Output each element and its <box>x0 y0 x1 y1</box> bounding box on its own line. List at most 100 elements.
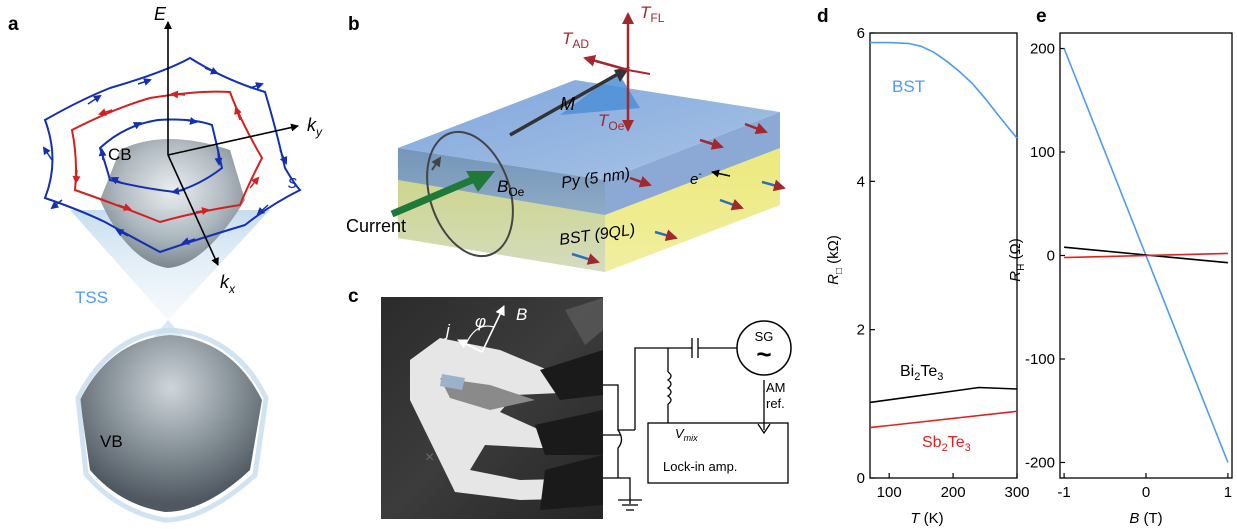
current-label: Current <box>346 216 406 236</box>
torque-ad-back <box>627 69 651 75</box>
magnetization-arrow <box>509 68 626 137</box>
tss-label: TSS <box>75 288 108 307</box>
j-label: j <box>444 321 451 340</box>
chart-d-line-sb2te3 <box>869 410 1018 429</box>
py-front <box>398 148 605 215</box>
tss-inner-contour <box>98 118 224 194</box>
current-direction-arrow <box>457 339 483 353</box>
axis-kx-arrow <box>167 154 219 266</box>
chart-d-ytick-label: 4 <box>857 173 865 190</box>
axis-e-label: E <box>154 4 167 24</box>
chart-e-ytick-label: -100 <box>1025 351 1055 368</box>
electron-label: e- <box>690 169 702 188</box>
angle-arc <box>465 325 495 345</box>
phi-label: φ <box>475 312 486 331</box>
device-sample-strip <box>440 374 465 390</box>
micrograph-flake <box>565 298 603 345</box>
chart-e-xtick-label: -1 <box>1057 484 1070 501</box>
signal-generator <box>736 320 792 376</box>
chart-d-ytick-label: 6 <box>857 25 865 42</box>
chart-d-xtick-label: 100 <box>877 484 902 501</box>
chart-e-xtick-label: 1 <box>1224 484 1232 501</box>
panel-d-letter: d <box>817 6 829 27</box>
device-channel <box>440 378 535 410</box>
vb-band <box>80 335 262 512</box>
chart-d-line-bst <box>870 41 1018 139</box>
chart-e-ylabel: RH (Ω) <box>1007 238 1027 281</box>
field-direction-arrow <box>481 305 505 353</box>
chart-d-ylabel: R□ (kΩ) <box>825 235 845 285</box>
probe-3 <box>540 455 603 510</box>
vmix-label: Vmix <box>675 426 698 443</box>
current-head <box>466 171 495 192</box>
py-side <box>605 112 780 215</box>
spin-label: s <box>288 172 297 192</box>
device-front-shade <box>398 148 605 272</box>
chart-d-xtick-label: 300 <box>1004 484 1029 501</box>
panel-c: c × j φ B <box>348 286 792 519</box>
chart-d-xtick-label: 200 <box>941 484 966 501</box>
micrograph-cross: × <box>425 449 434 466</box>
axis-kx-label: kx <box>220 272 236 296</box>
chart-d-ytick-label: 0 <box>857 470 865 487</box>
chart-d-series <box>869 41 1018 429</box>
axis-ky-label: ky <box>307 115 323 139</box>
sg-label: SG <box>755 329 774 344</box>
panel-e: e -1 0 1 -200 -100 0 100 200 B (T) RH (Ω) <box>1007 6 1233 527</box>
am-label: AM <box>766 380 786 395</box>
boe-loop-arrow <box>431 156 442 171</box>
vb-shell <box>75 327 269 523</box>
probe-2 <box>535 410 603 455</box>
toe-label: TOe <box>598 111 625 133</box>
sg-symbol: ~ <box>756 339 771 369</box>
chart-e-axes: -1 0 1 -200 -100 0 100 200 <box>1025 41 1232 501</box>
precession-cone <box>560 72 640 115</box>
axis-ky-arrow <box>167 123 299 156</box>
chart-d-axes: 100 200 300 0 2 4 6 <box>857 25 1030 501</box>
m-label: M <box>560 94 575 114</box>
magnetization-head <box>614 67 630 82</box>
torque-ad-arrow <box>583 54 629 72</box>
lockin-label: Lock-in amp. <box>663 459 737 474</box>
bst-side <box>605 148 780 272</box>
chart-d-label-bi2te3: Bi2Te3 <box>900 363 943 383</box>
vb-label: VB <box>100 432 123 451</box>
chart-d-ytick-label: 2 <box>857 322 865 339</box>
tss-outer-contour <box>43 56 302 254</box>
panel-e-letter: e <box>1036 6 1047 27</box>
boe-loop <box>426 130 514 258</box>
chart-d-label-bst: BST <box>892 77 925 96</box>
cb-label: CB <box>108 145 132 164</box>
chart-e-series <box>1063 48 1229 463</box>
panel-a: a <box>8 4 323 523</box>
panel-b-letter: b <box>348 14 360 35</box>
chart-e-line-sb2te3 <box>1064 252 1228 259</box>
chart-e-ytick-label: 100 <box>1030 144 1055 161</box>
chart-d-xlabel: T (K) <box>910 510 943 527</box>
chart-d-frame <box>869 32 1018 479</box>
surface-spins <box>571 122 786 265</box>
spin-arrows <box>42 67 288 245</box>
chart-e-ytick-label: 200 <box>1030 41 1055 58</box>
panel-a-letter: a <box>8 14 19 35</box>
panel-b: b <box>346 3 786 272</box>
boe-label: BOe <box>497 177 525 199</box>
tss-middle-contour <box>70 90 264 224</box>
b-label: B <box>516 305 527 324</box>
probe-1 <box>540 350 603 400</box>
chart-e-ytick-label: 0 <box>1047 248 1055 265</box>
chart-e-xlabel: B (T) <box>1129 510 1162 527</box>
chart-e-ytick-label: -200 <box>1025 454 1055 471</box>
current-shaft <box>390 176 474 218</box>
ref-label: ref. <box>766 396 785 411</box>
panel-c-letter: c <box>348 286 359 307</box>
chart-d-label-sb2te3: Sb2Te3 <box>922 434 971 454</box>
chart-d-line-bi2te3 <box>869 386 1018 404</box>
circuit <box>603 338 789 511</box>
tfl-label: TFL <box>640 3 665 25</box>
chart-e-xtick-label: 0 <box>1142 484 1150 501</box>
py-top <box>398 80 780 180</box>
tad-label: TAD <box>562 29 589 51</box>
